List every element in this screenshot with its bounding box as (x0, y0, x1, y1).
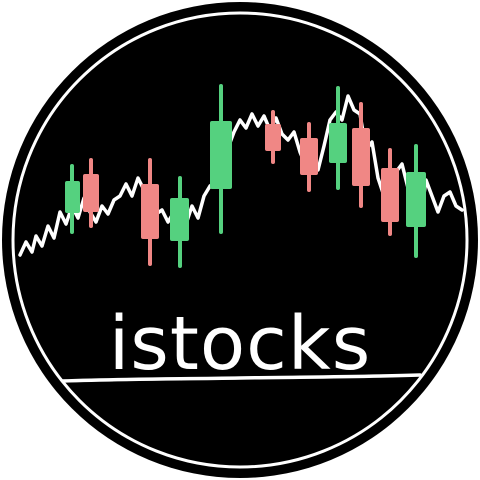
candle-green-2 (170, 176, 189, 268)
candle-green-3 (210, 84, 232, 234)
candle-green-5 (406, 144, 426, 258)
chart-art: istocks (18, 84, 464, 387)
baseline-line (60, 373, 422, 383)
candle-green-4 (329, 86, 347, 190)
candle-red-5 (352, 102, 370, 208)
candle-green-1 (65, 164, 80, 234)
candle-red-3 (265, 110, 281, 164)
brand-wordmark: istocks (109, 301, 372, 387)
logo-ring (11, 11, 469, 469)
candle-red-4 (300, 122, 318, 192)
candle-red-2 (141, 158, 159, 266)
candle-red-6 (381, 148, 399, 236)
candle-red-1 (83, 158, 99, 228)
